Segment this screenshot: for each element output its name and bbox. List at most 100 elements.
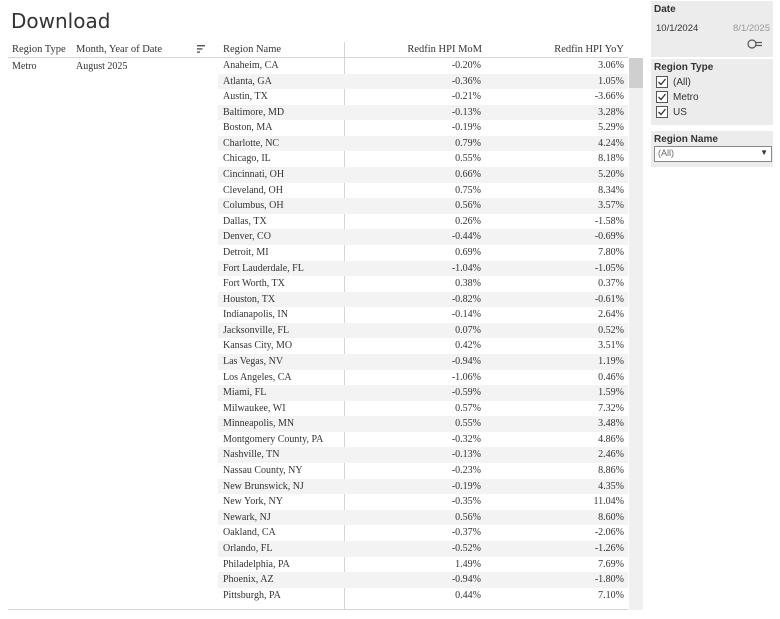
region-name-cell: Cincinnati, OH [223,169,285,181]
header-hpi-yoy[interactable]: Redfin HPI YoY [554,44,624,55]
date-filter-title: Date [654,4,676,15]
hpi-mom-cell: 0.57% [455,402,481,414]
hpi-yoy-cell: -1.05% [594,262,624,274]
table-row[interactable]: Dallas, TX 0.26% -1.58% [218,214,628,230]
region-name-cell: Kansas City, MO [223,340,293,352]
hpi-yoy-cell: 7.69% [598,558,624,570]
hpi-yoy-cell: -1.58% [594,215,624,227]
region-name-cell: Newark, NJ [223,511,271,523]
table-row[interactable]: Nassau County, NY -0.23% 8.86% [218,463,628,479]
hpi-mom-cell: -0.36% [451,75,481,87]
chevron-down-icon[interactable]: ▼ [760,148,768,157]
table-row[interactable]: Las Vegas, NV -0.94% 1.19% [218,353,628,370]
table-row[interactable]: Montgomery County, PA -0.32% 4.86% [218,432,628,448]
region-name-cell: Baltimore, MD [223,106,285,118]
date-slider-handle-icon[interactable] [747,38,763,50]
scrollbar-thumb[interactable] [629,58,643,88]
checkbox-all[interactable]: (All) [656,76,691,88]
date-range-start[interactable]: 10/1/2024 [656,23,699,34]
checkbox-us[interactable]: US [656,106,687,118]
region-name-cell: Oakland, CA [223,527,276,539]
region-name-cell: Nassau County, NY [223,465,303,477]
checkbox-checked-icon[interactable] [656,91,668,103]
hpi-yoy-cell: -2.06% [594,527,624,539]
header-month-year[interactable]: Month, Year of Date [76,44,163,55]
table-row[interactable]: Anaheim, CA -0.20% 3.06% [218,58,628,74]
table-row[interactable]: Milwaukee, WI 0.57% 7.32% [218,401,628,417]
hpi-yoy-cell: 0.37% [598,278,624,290]
hpi-mom-cell: -0.32% [451,433,481,445]
table-row[interactable]: Austin, TX -0.21% -3.66% [218,89,628,105]
hpi-yoy-cell: 8.34% [598,184,624,196]
table-row[interactable]: Phoenix, AZ -0.94% -1.80% [218,572,628,588]
table-row[interactable]: Newark, NJ 0.56% 8.60% [218,509,628,526]
table-row[interactable]: Cincinnati, OH 0.66% 5.20% [218,167,628,183]
region-name-cell: Phoenix, AZ [223,574,274,586]
table-row[interactable]: Fort Worth, TX 0.38% 0.37% [218,276,628,292]
table-row[interactable]: Los Angeles, CA -1.06% 0.46% [218,370,628,386]
region-name-cell: Detroit, MI [223,246,269,258]
checkbox-checked-icon[interactable] [656,106,668,118]
table-row[interactable]: New Brunswick, NJ -0.19% 4.35% [218,478,628,495]
table-row[interactable]: Baltimore, MD -0.13% 3.28% [218,104,628,121]
table-row[interactable]: Boston, MA -0.19% 5.29% [218,120,628,136]
region-name-cell: Atlanta, GA [223,75,272,87]
header-region-name[interactable]: Region Name [223,44,282,55]
hpi-mom-cell: -0.21% [451,91,481,103]
hpi-mom-cell: 0.75% [455,184,481,196]
region-name-cell: Columbus, OH [223,200,284,212]
table-row[interactable]: Atlanta, GA -0.36% 1.05% [218,73,628,90]
region-name-dropdown[interactable]: (All) ▼ [654,146,772,162]
header-region-type[interactable]: Region Type [12,44,66,55]
table-row[interactable]: New York, NY -0.35% 11.04% [218,494,628,510]
table-row[interactable]: Cleveland, OH 0.75% 8.34% [218,183,628,199]
date-range-end[interactable]: 8/1/2025 [733,23,770,34]
header-hpi-mom[interactable]: Redfin HPI MoM [407,44,482,55]
region-name-cell: Jacksonville, FL [223,324,290,336]
region-name-dropdown-value: (All) [658,148,674,158]
table-row[interactable]: Charlotte, NC 0.79% 4.24% [218,135,628,152]
table-row[interactable]: Denver, CO -0.44% -0.69% [218,229,628,245]
region-name-cell: Nashville, TN [223,449,280,461]
table-row[interactable]: Philadelphia, PA 1.49% 7.69% [218,557,628,573]
hpi-yoy-cell: 2.46% [598,449,624,461]
sort-icon[interactable] [196,44,206,54]
table-row[interactable]: Jacksonville, FL 0.07% 0.52% [218,322,628,339]
hpi-yoy-cell: 1.05% [598,75,624,87]
table-row[interactable]: Chicago, IL 0.55% 8.18% [218,151,628,167]
table-row[interactable]: Kansas City, MO 0.42% 3.51% [218,338,628,354]
hpi-yoy-cell: 0.52% [598,324,624,336]
table-row[interactable]: Houston, TX -0.82% -0.61% [218,291,628,308]
table-row[interactable]: Detroit, MI 0.69% 7.80% [218,245,628,261]
date-filter-panel: Date 10/1/2024 8/1/2025 [651,1,773,57]
hpi-yoy-cell: 3.57% [598,200,624,212]
hpi-mom-cell: 0.69% [455,246,481,258]
hpi-mom-cell: 0.56% [455,200,481,212]
hpi-yoy-cell: 7.80% [598,246,624,258]
hpi-mom-cell: 0.56% [455,511,481,523]
region-name-cell: Philadelphia, PA [223,558,290,570]
table-scrollbar[interactable] [629,58,643,610]
checkbox-metro[interactable]: Metro [656,91,699,103]
region-type-filter-title: Region Type [654,62,714,73]
table-row[interactable]: Nashville, TN -0.13% 2.46% [218,447,628,464]
table-row[interactable]: Orlando, FL -0.52% -1.26% [218,540,628,557]
checkbox-checked-icon[interactable] [656,76,668,88]
hpi-mom-cell: -0.19% [451,480,481,492]
table-row[interactable]: Minneapolis, MN 0.55% 3.48% [218,416,628,432]
table-row[interactable]: Indianapolis, IN -0.14% 2.64% [218,307,628,323]
hpi-yoy-cell: -1.26% [594,542,624,554]
hpi-yoy-cell: 1.59% [598,387,624,399]
table-row[interactable]: Pittsburgh, PA 0.44% 7.10% [218,588,628,604]
table-row[interactable]: Fort Lauderdale, FL -1.04% -1.05% [218,260,628,277]
hpi-mom-cell: 0.38% [455,278,481,290]
hpi-yoy-cell: 8.86% [598,465,624,477]
table-row[interactable]: Columbus, OH 0.56% 3.57% [218,198,628,214]
table-row[interactable]: Oakland, CA -0.37% -2.06% [218,525,628,541]
table-row[interactable]: Miami, FL -0.59% 1.59% [218,385,628,401]
hpi-mom-cell: 0.42% [455,340,481,352]
month-year-cell: August 2025 [76,61,128,72]
hpi-yoy-cell: 8.60% [598,511,624,523]
hpi-mom-cell: -0.94% [451,574,481,586]
data-table-body: Anaheim, CA -0.20% 3.06% Atlanta, GA -0.36% 1… [218,58,628,603]
